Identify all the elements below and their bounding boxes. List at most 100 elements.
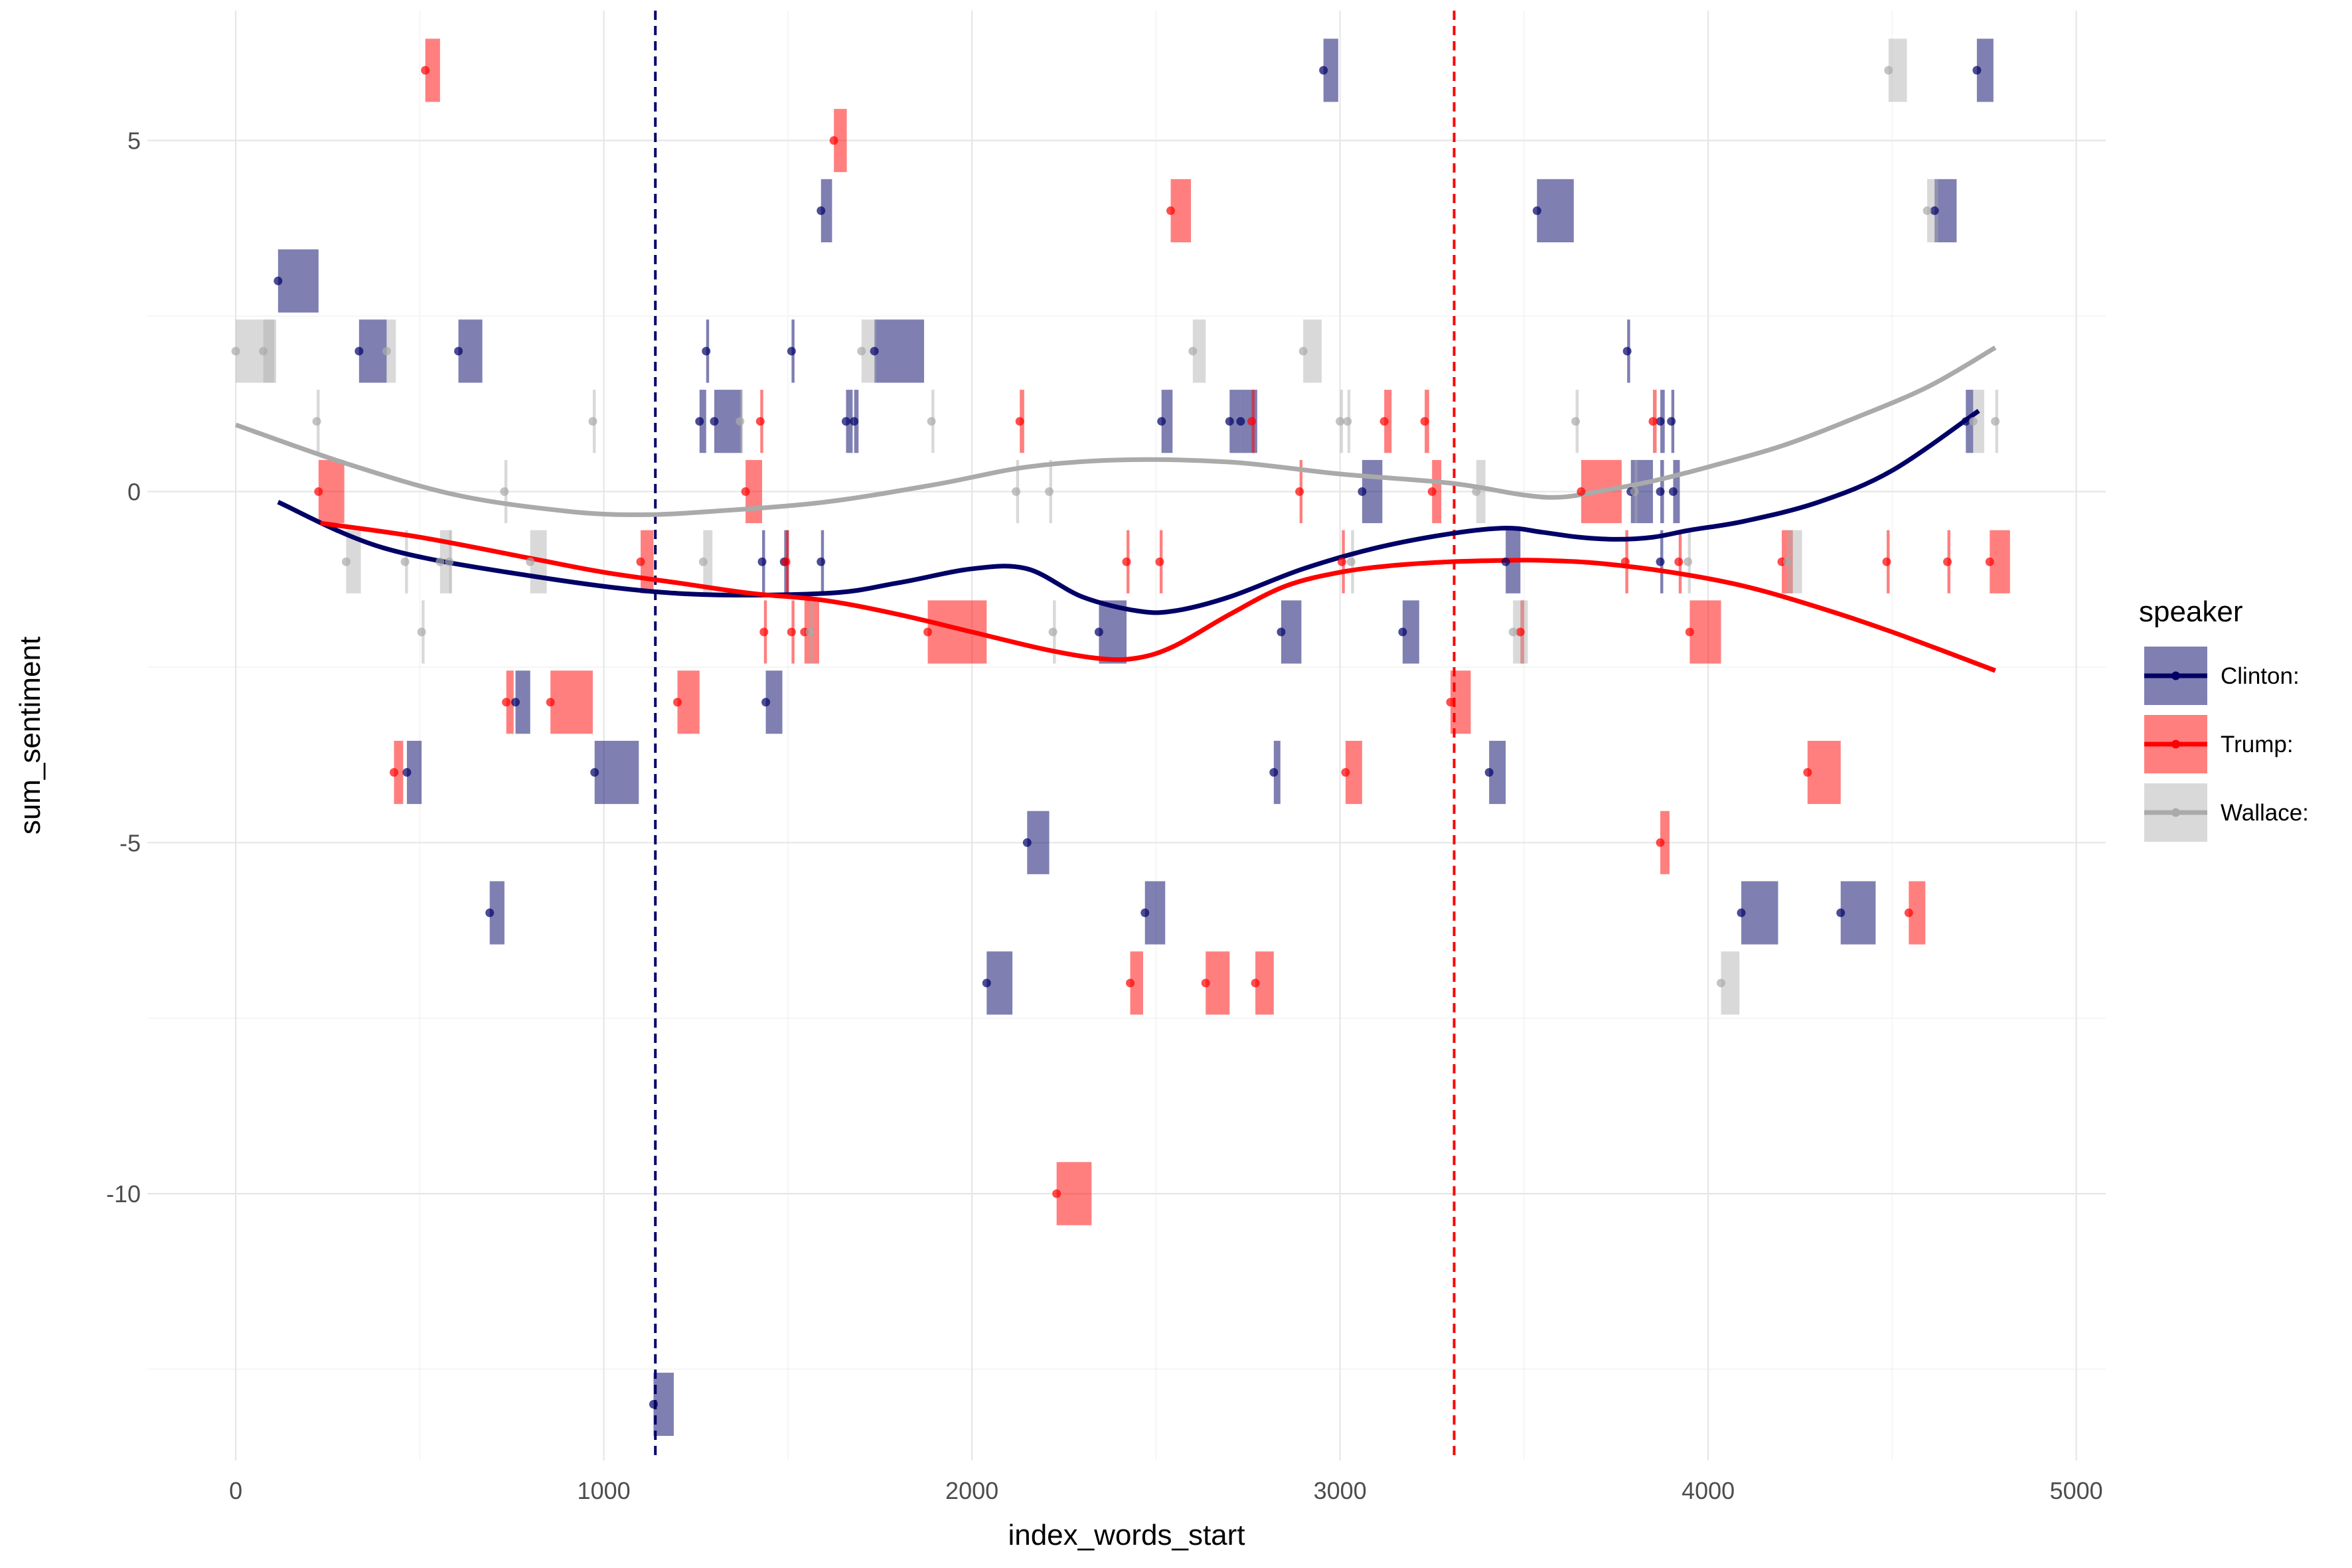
bar-trump-38 xyxy=(1660,811,1670,874)
bar-trump-32 xyxy=(550,670,593,734)
point-clinton-29 xyxy=(1501,557,1510,566)
bar-clinton-0 xyxy=(277,249,319,313)
point-wallace-34 xyxy=(1508,627,1518,637)
point-wallace-4 xyxy=(382,347,391,356)
point-clinton-13 xyxy=(710,417,719,426)
point-clinton-26 xyxy=(757,557,767,566)
bar-clinton-44 xyxy=(1840,881,1876,945)
grid xyxy=(147,11,2106,1460)
point-wallace-9 xyxy=(588,417,597,426)
point-trump-28 xyxy=(923,627,933,637)
point-wallace-3 xyxy=(259,347,268,356)
point-clinton-25 xyxy=(1668,487,1678,496)
point-trump-19 xyxy=(1620,557,1630,566)
point-wallace-2 xyxy=(231,347,240,356)
point-wallace-6 xyxy=(1188,347,1198,356)
point-wallace-22 xyxy=(341,557,351,566)
point-trump-20 xyxy=(1674,557,1684,566)
point-wallace-27 xyxy=(698,557,708,566)
bar-clinton-17 xyxy=(1229,390,1241,453)
x-axis-ticks: 0 1000 2000 3000 4000 5000 xyxy=(229,1477,2103,1504)
smooth-clinton xyxy=(277,408,1980,615)
legend-label: Trump: xyxy=(2221,732,2294,757)
bar-clinton-37 xyxy=(594,740,639,805)
point-trump-0 xyxy=(421,66,430,75)
smooth-trump xyxy=(320,520,1996,673)
x-tick-label: 4000 xyxy=(1682,1477,1735,1504)
point-wallace-14 xyxy=(1571,417,1581,426)
point-wallace-32 xyxy=(805,627,815,637)
point-clinton-6 xyxy=(787,347,796,356)
point-clinton-2 xyxy=(454,347,463,356)
point-trump-43 xyxy=(1052,1189,1061,1198)
legend-key-point xyxy=(2171,740,2180,749)
point-wallace-26 xyxy=(526,557,535,566)
bar-clinton-41 xyxy=(489,881,505,945)
point-trump-8 xyxy=(755,417,765,426)
point-clinton-3 xyxy=(817,206,826,215)
point-clinton-12 xyxy=(695,417,704,426)
point-wallace-11 xyxy=(927,417,936,426)
point-clinton-42 xyxy=(1140,908,1150,917)
bar-wallace-22 xyxy=(346,530,361,593)
point-trump-38 xyxy=(1656,838,1665,847)
point-trump-9 xyxy=(1015,417,1024,426)
point-clinton-9 xyxy=(1532,206,1541,215)
point-trump-2 xyxy=(1166,206,1176,215)
point-trump-11 xyxy=(1379,417,1389,426)
point-clinton-10 xyxy=(1930,206,1939,215)
bar-clinton-3 xyxy=(821,179,832,243)
x-tick-label: 1000 xyxy=(578,1477,631,1504)
bar-trump-0 xyxy=(425,39,440,102)
point-trump-7 xyxy=(1577,487,1586,496)
bar-clinton-34 xyxy=(515,670,530,734)
point-trump-12 xyxy=(1420,417,1429,426)
bar-trump-6 xyxy=(1432,459,1442,524)
point-clinton-11 xyxy=(1622,347,1632,356)
x-tick-label: 5000 xyxy=(2050,1477,2103,1504)
y-tick-label: 5 xyxy=(127,127,141,155)
bar-wallace-15 xyxy=(1973,390,1985,453)
x-tick-label: 2000 xyxy=(945,1477,998,1504)
bar-clinton-16 xyxy=(1161,390,1173,453)
point-trump-30 xyxy=(1685,627,1694,637)
point-trump-5 xyxy=(1295,487,1304,496)
point-clinton-0 xyxy=(274,276,283,285)
point-wallace-28 xyxy=(1346,557,1356,566)
point-wallace-20 xyxy=(1472,487,1481,496)
point-clinton-30 xyxy=(1656,557,1665,566)
bar-wallace-20 xyxy=(1476,459,1486,524)
point-clinton-7 xyxy=(1319,66,1328,75)
bar-trump-1 xyxy=(834,109,847,173)
point-trump-41 xyxy=(1201,979,1210,988)
bar-wallace-6 xyxy=(1192,319,1206,383)
point-trump-34 xyxy=(1446,698,1455,707)
point-wallace-25 xyxy=(445,557,454,566)
point-clinton-17 xyxy=(1225,417,1234,426)
point-clinton-15 xyxy=(850,417,859,426)
point-wallace-19 xyxy=(1045,487,1054,496)
point-clinton-39 xyxy=(1484,768,1494,777)
legend-key-point xyxy=(2171,671,2180,680)
bar-trump-43 xyxy=(1056,1162,1092,1225)
point-wallace-10 xyxy=(736,417,745,426)
point-wallace-1 xyxy=(1922,206,1932,215)
point-clinton-22 xyxy=(1358,487,1367,496)
point-clinton-33 xyxy=(1398,627,1407,637)
point-clinton-18 xyxy=(1236,417,1245,426)
point-clinton-38 xyxy=(1269,768,1279,777)
legend-item-clinton: Clinton: xyxy=(2144,647,2300,705)
point-wallace-12 xyxy=(1336,417,1345,426)
point-trump-37 xyxy=(1803,768,1812,777)
point-clinton-36 xyxy=(402,768,412,777)
bar-trump-35 xyxy=(394,740,404,805)
point-clinton-28 xyxy=(817,557,826,566)
point-wallace-7 xyxy=(1298,347,1308,356)
bar-clinton-31 xyxy=(1099,600,1127,664)
point-trump-42 xyxy=(1251,979,1260,988)
point-wallace-30 xyxy=(1782,557,1792,566)
point-trump-10 xyxy=(1247,417,1257,426)
point-trump-16 xyxy=(1122,557,1131,566)
point-clinton-1 xyxy=(354,347,364,356)
